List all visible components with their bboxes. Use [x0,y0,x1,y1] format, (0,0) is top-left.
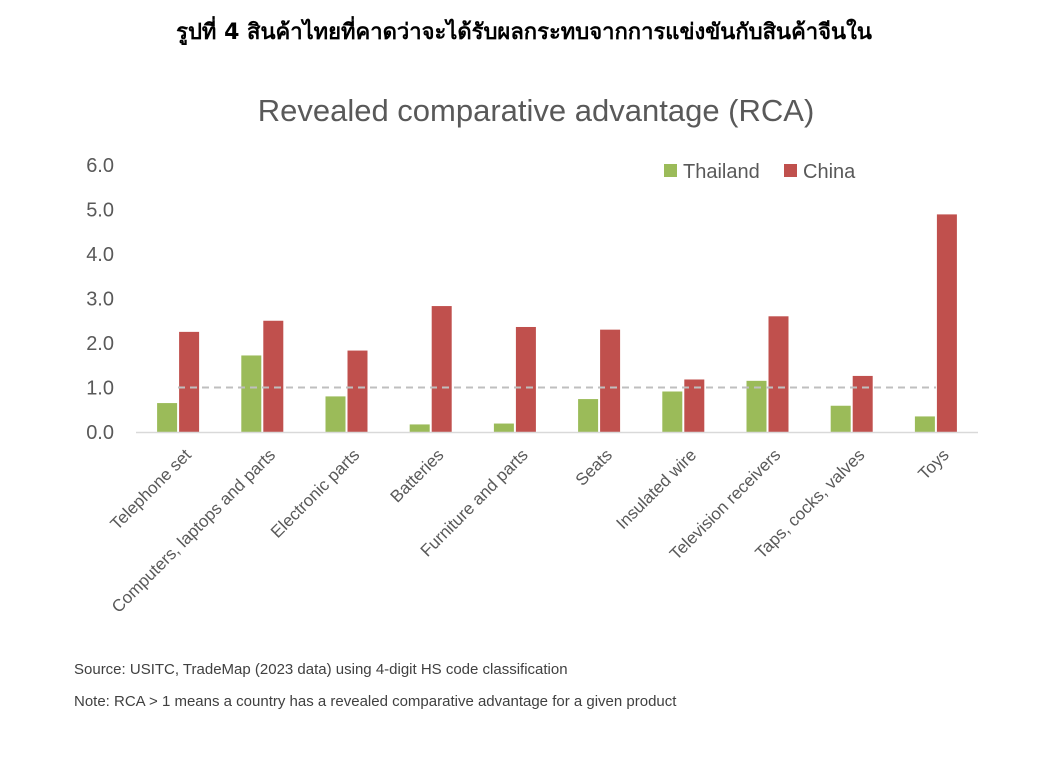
bar-thailand-7 [746,380,767,432]
note-text: Note: RCA > 1 means a country has a reve… [74,693,677,710]
x-tick-label: Seats [572,445,616,489]
bar-thailand-6 [662,391,683,432]
x-tick-label: Electronic parts [267,445,363,541]
y-tick-label: 6.0 [86,155,114,177]
bar-china-0 [179,331,200,432]
bar-china-2 [347,350,368,432]
bar-china-5 [600,329,621,432]
y-tick-label: 1.0 [86,378,114,400]
y-tick-label: 5.0 [86,200,114,222]
legend-label-china: China [803,161,856,183]
bar-china-1 [263,320,284,432]
bar-thailand-0 [157,403,178,432]
legend: Thailand China [664,161,856,183]
y-tick-label: 4.0 [86,244,114,266]
bar-thailand-4 [493,423,514,432]
bar-china-3 [431,306,452,432]
legend-swatch-thailand [664,164,677,177]
bar-china-9 [936,214,957,432]
bars [157,214,957,432]
bar-thailand-3 [409,424,430,432]
x-tick-label: Insulated wire [613,445,701,533]
x-tick-label: Batteries [387,445,448,506]
legend-swatch-china [784,164,797,177]
y-tick-label: 2.0 [86,333,114,355]
bar-thailand-1 [241,355,262,432]
bar-thailand-9 [914,416,935,432]
bar-china-8 [852,375,873,432]
source-text: Source: USITC, TradeMap (2023 data) usin… [74,661,568,678]
figure-heading: รูปที่ 4 สินค้าไทยที่คาดว่าจะได้รับผลกระ… [176,20,872,45]
bar-thailand-5 [578,399,599,432]
y-tick-label: 0.0 [86,422,114,444]
chart-title: Revealed comparative advantage (RCA) [258,93,815,128]
x-tick-label: Telephone set [107,445,195,533]
bar-thailand-2 [325,396,346,432]
bar-china-6 [684,379,705,432]
legend-label-thailand: Thailand [683,161,760,183]
y-axis: 0.0 1.0 2.0 3.0 4.0 5.0 6.0 [86,155,114,444]
bar-thailand-8 [830,405,851,432]
bar-china-7 [768,316,789,432]
y-tick-label: 3.0 [86,289,114,311]
bar-china-4 [515,326,536,432]
x-tick-label: Toys [915,445,953,483]
x-tick-label: Computers, laptops and parts [108,445,279,616]
